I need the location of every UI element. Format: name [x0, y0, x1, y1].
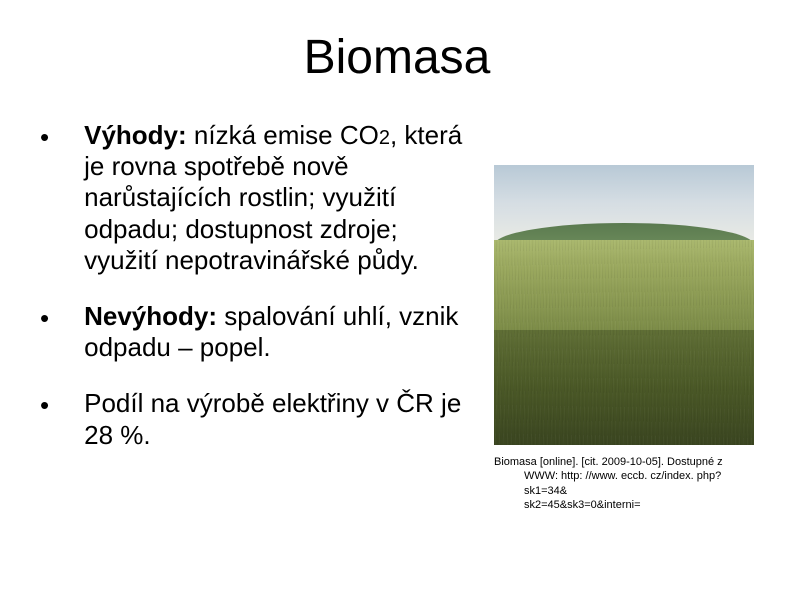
bullet-after-label-1: nízká emise CO	[187, 120, 379, 150]
bullet-marker: •	[40, 390, 49, 450]
slide-title: Biomasa	[40, 30, 754, 85]
citation-line3: sk2=45&sk3=0&interni=	[494, 498, 754, 512]
bullet-text-3: Podíl na výrobě elektřiny v ČR je 28 %.	[84, 388, 474, 450]
bullet-subscript-1: 2	[379, 127, 390, 149]
slide-container: Biomasa • Výhody: nízká emise CO2, která…	[0, 0, 794, 595]
bullet-text-1: Výhody: nízká emise CO2, která je rovna …	[84, 120, 474, 276]
field-photo	[494, 165, 754, 445]
content-row: • Výhody: nízká emise CO2, která je rovn…	[40, 120, 754, 512]
bullet-label-2: Nevýhody:	[84, 301, 217, 331]
bullet-marker: •	[40, 122, 49, 276]
text-column: • Výhody: nízká emise CO2, která je rovn…	[40, 120, 474, 512]
citation-line1: Biomasa [online]. [cit. 2009-10-05]. Dos…	[494, 456, 723, 468]
bullet-text-2: Nevýhody: spalování uhlí, vznik odpadu –…	[84, 301, 474, 363]
bullet-item-2: • Nevýhody: spalování uhlí, vznik odpadu…	[40, 301, 474, 363]
bullet-label-1: Výhody:	[84, 120, 187, 150]
citation-line2: WWW: http: //www. eccb. cz/index. php? s…	[494, 469, 754, 498]
grass-texture	[494, 240, 754, 445]
bullet-marker: •	[40, 303, 49, 363]
bullet-item-3: • Podíl na výrobě elektřiny v ČR je 28 %…	[40, 388, 474, 450]
image-citation: Biomasa [online]. [cit. 2009-10-05]. Dos…	[494, 455, 754, 512]
bullet-item-1: • Výhody: nízká emise CO2, která je rovn…	[40, 120, 474, 276]
bullet-plain-3: Podíl na výrobě elektřiny v ČR je 28 %.	[84, 388, 461, 449]
image-column: Biomasa [online]. [cit. 2009-10-05]. Dos…	[494, 120, 754, 512]
